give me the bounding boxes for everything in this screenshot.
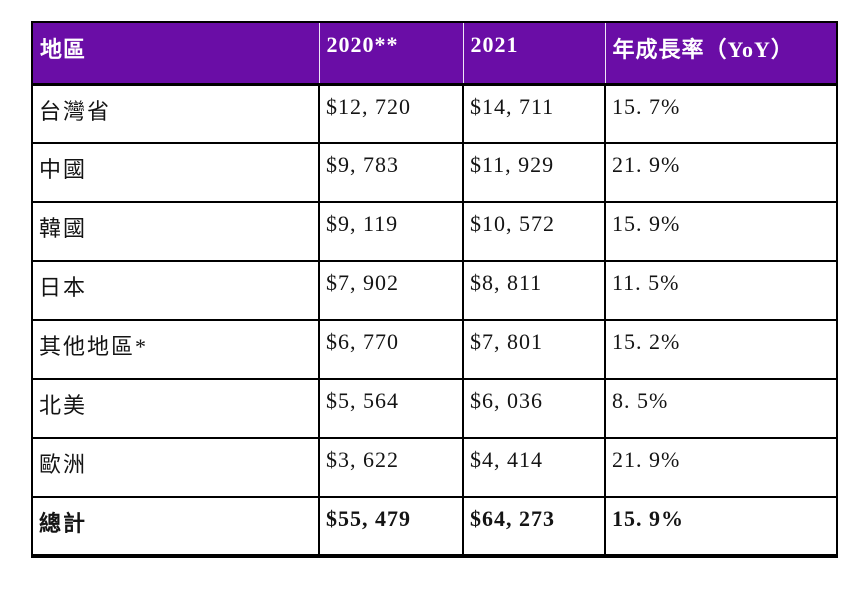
cell-total-2020-value: $55, 479 (318, 496, 464, 557)
column-header-region: 地區 (32, 22, 320, 86)
cell-2021-value: $11, 929 (462, 142, 606, 203)
cell-2020-value: $6, 770 (318, 319, 464, 380)
cell-yoy-value: 11. 5% (604, 260, 838, 321)
cell-yoy-value: 21. 9% (604, 142, 838, 203)
cell-region: 歐洲 (31, 437, 320, 498)
total-row: 總計 $55, 479 $64, 273 15. 9% (31, 496, 838, 557)
cell-2020-value: $7, 902 (318, 260, 464, 321)
cell-region: 日本 (31, 260, 320, 321)
cell-total-2021-value: $64, 273 (462, 496, 606, 557)
cell-yoy-value: 21. 9% (604, 437, 838, 498)
cell-region: 中國 (31, 142, 320, 203)
table-row: 北美 $5, 564 $6, 036 8. 5% (31, 378, 838, 439)
cell-2020-value: $9, 119 (318, 201, 464, 262)
cell-region: 其他地區* (31, 319, 320, 380)
cell-yoy-value: 8. 5% (604, 378, 838, 439)
table-row: 日本 $7, 902 $8, 811 11. 5% (31, 260, 838, 321)
cell-total-yoy-value: 15. 9% (604, 496, 838, 557)
cell-region: 韓國 (31, 201, 320, 262)
cell-yoy-value: 15. 2% (604, 319, 838, 380)
cell-2021-value: $8, 811 (462, 260, 606, 321)
cell-region: 北美 (31, 378, 320, 439)
cell-2021-value: $7, 801 (462, 319, 606, 380)
cell-2020-value: $9, 783 (318, 142, 464, 203)
header-row: 地區 2020** 2021 年成長率（YoY） (32, 22, 837, 86)
cell-2021-value: $6, 036 (462, 378, 606, 439)
table-row: 其他地區* $6, 770 $7, 801 15. 2% (31, 319, 838, 380)
cell-2020-value: $3, 622 (318, 437, 464, 498)
cell-yoy-value: 15. 9% (604, 201, 838, 262)
cell-2021-value: $14, 711 (462, 83, 606, 144)
cell-2021-value: $4, 414 (462, 437, 606, 498)
cell-2020-value: $12, 720 (318, 83, 464, 144)
cell-2020-value: $5, 564 (318, 378, 464, 439)
cell-yoy-value: 15. 7% (604, 83, 838, 144)
column-header-yoy: 年成長率（YoY） (605, 22, 837, 86)
table-row: 韓國 $9, 119 $10, 572 15. 9% (31, 201, 838, 262)
cell-region: 台灣省 (31, 83, 320, 144)
cell-2021-value: $10, 572 (462, 201, 606, 262)
revenue-by-region-table: 地區 2020** 2021 年成長率（YoY） 台灣省 $12, 720 $1… (31, 21, 838, 558)
column-header-2020: 2020** (319, 22, 464, 86)
table-row: 台灣省 $12, 720 $14, 711 15. 7% (31, 83, 838, 144)
table-row: 歐洲 $3, 622 $4, 414 21. 9% (31, 437, 838, 498)
table-row: 中國 $9, 783 $11, 929 21. 9% (31, 142, 838, 203)
cell-total-label: 總計 (31, 496, 320, 557)
column-header-2021: 2021 (463, 22, 606, 86)
